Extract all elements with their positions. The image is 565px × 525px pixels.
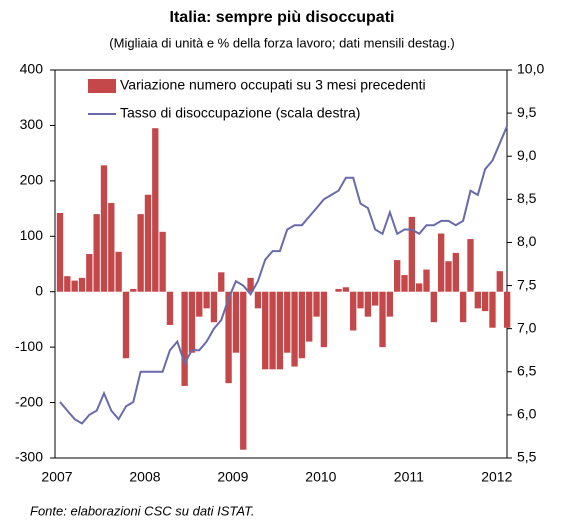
bar [122,291,130,359]
bar [320,291,328,348]
bar [306,291,313,342]
bar [137,214,144,292]
x-tick-label: 2012 [481,469,512,485]
x-tick-label: 2011 [394,469,424,485]
bar [188,291,196,353]
y2-tick-label: 7,0 [517,319,537,335]
bar [210,291,218,323]
bar [416,283,423,292]
bar [342,287,350,292]
bar [430,291,437,323]
bar [445,261,452,292]
bar [100,165,108,292]
bar [78,277,86,292]
y2-tick-label: 6,5 [517,362,537,378]
bar [364,291,372,317]
bar [196,291,203,317]
legend-swatch [88,79,116,93]
bar [276,291,284,370]
x-tick-label: 2009 [217,469,248,485]
y-tick-label: -200 [15,393,43,409]
bar [401,275,408,292]
source-note: Fonte: elaborazioni CSC su dati ISTAT. [30,503,254,518]
bar [166,291,174,325]
bar [503,291,511,328]
bar [423,269,430,292]
bar [86,254,93,292]
bar [379,291,386,348]
bar [350,291,357,331]
bar [203,291,210,309]
bar [144,194,152,292]
bar [386,291,394,317]
bar [159,231,166,292]
bar [247,277,254,292]
bar [254,291,262,309]
bar [474,291,481,309]
bar [357,291,364,309]
y2-tick-label: 10,0 [517,61,544,77]
bar [130,288,137,292]
y-tick-label: 400 [20,61,44,77]
y2-tick-label: 8,5 [517,190,537,206]
chart-title: Italia: sempre più disoccupati [170,9,395,26]
bar [284,291,291,353]
y2-tick-label: 7,5 [517,276,537,292]
bar [496,271,503,292]
y-tick-label: 0 [35,282,43,298]
x-tick-label: 2010 [305,469,336,485]
y2-tick-label: 5,5 [517,449,537,465]
bar [452,252,459,292]
bar [313,291,320,317]
bar [71,280,78,292]
chart-subtitle: (Migliaia di unità e % della forza lavor… [109,35,454,50]
y-tick-label: -100 [15,338,43,354]
y-tick-label: 200 [20,172,44,188]
bar [93,214,100,292]
bar [335,288,342,292]
bar [108,203,115,292]
bar [218,272,225,292]
bar [467,239,474,292]
bar [408,216,416,292]
bar [64,276,71,292]
bar [240,291,247,450]
legend-label: Tasso di disoccupazione (scala destra) [120,105,360,121]
y2-tick-label: 8,0 [517,233,537,249]
bar [152,128,159,292]
bar [181,291,188,386]
bar [225,291,232,384]
bar [372,291,379,306]
bar [437,233,445,292]
bar [269,291,276,370]
y-tick-label: 100 [20,227,44,243]
bar [394,260,401,292]
bar [291,291,298,367]
y-tick-label: -300 [15,449,43,465]
plot-frame [54,69,508,459]
line [59,125,509,425]
legend-label: Variazione numero occupati su 3 mesi pre… [120,77,426,93]
bar [481,291,489,312]
x-tick-label: 2007 [41,469,72,485]
y2-tick-label: 9,0 [517,147,537,163]
x-tick-label: 2008 [129,469,160,485]
y2-tick-label: 6,0 [517,406,537,422]
bar [298,291,306,359]
bar [232,291,240,353]
y2-tick-label: 9,5 [517,104,537,120]
bar [459,291,467,323]
bar [262,291,269,370]
bar [489,291,496,328]
bar [115,251,122,292]
y-tick-label: 300 [20,116,44,132]
bar [56,213,64,292]
